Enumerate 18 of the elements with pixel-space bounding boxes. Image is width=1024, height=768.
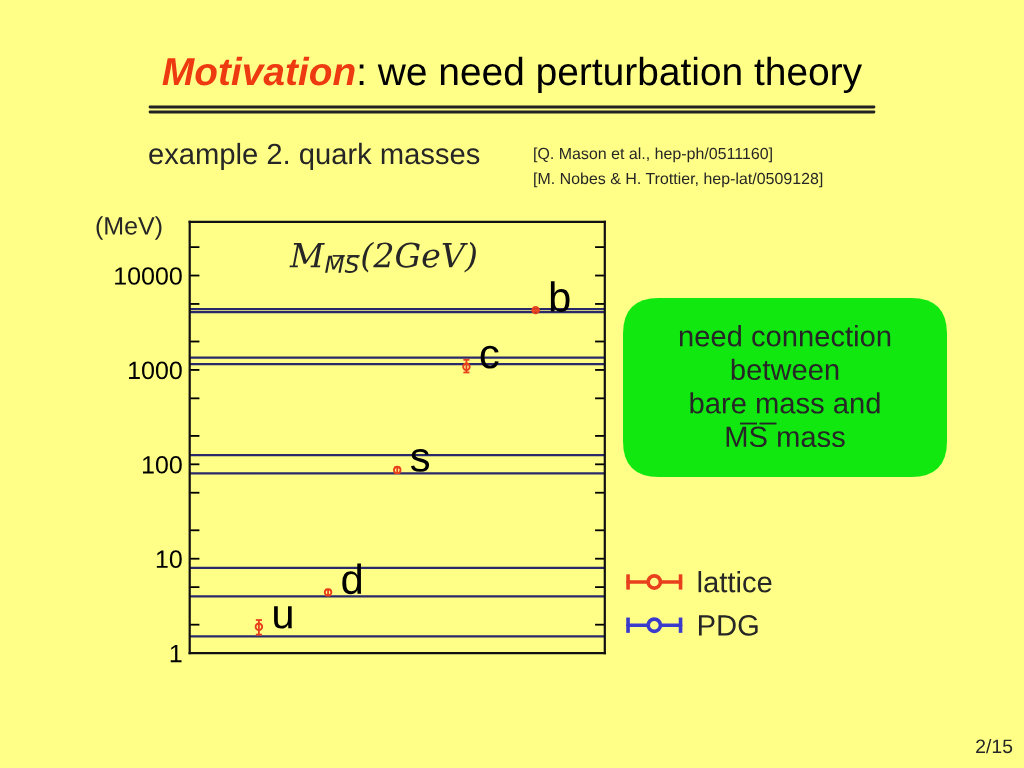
text: need connection between bare mass and M̅S̅ mass (679, 325, 891, 448)
y-tick-label: 100 (142, 455, 182, 474)
y-axis-title: (MeV) (96, 216, 162, 240)
legend-label: lattice (698, 571, 772, 593)
annotation: b (550, 281, 570, 312)
annotation: u (274, 606, 292, 629)
text: [Q. Mason et al., hep-ph/0511160] (534, 147, 772, 163)
y-tick-label: 1 (170, 644, 182, 663)
legend-label: PDG (698, 615, 758, 636)
y-tick-label: 10000 (115, 267, 182, 285)
chart-subtitle: example 2. quark masses (149, 142, 480, 171)
annotation: M$_{M̅S̅}$(2GeV) (289, 241, 476, 273)
y-tick-label: 1000 (129, 361, 182, 380)
text: 2/15 (976, 738, 1013, 754)
text: [M. Nobes & H. Trottier, hep-lat/0509128] (534, 172, 823, 188)
chart-title: Motivation: we need perturbation theory (162, 56, 862, 94)
annotation: d (342, 563, 362, 595)
y-tick-label: 10 (156, 550, 182, 569)
